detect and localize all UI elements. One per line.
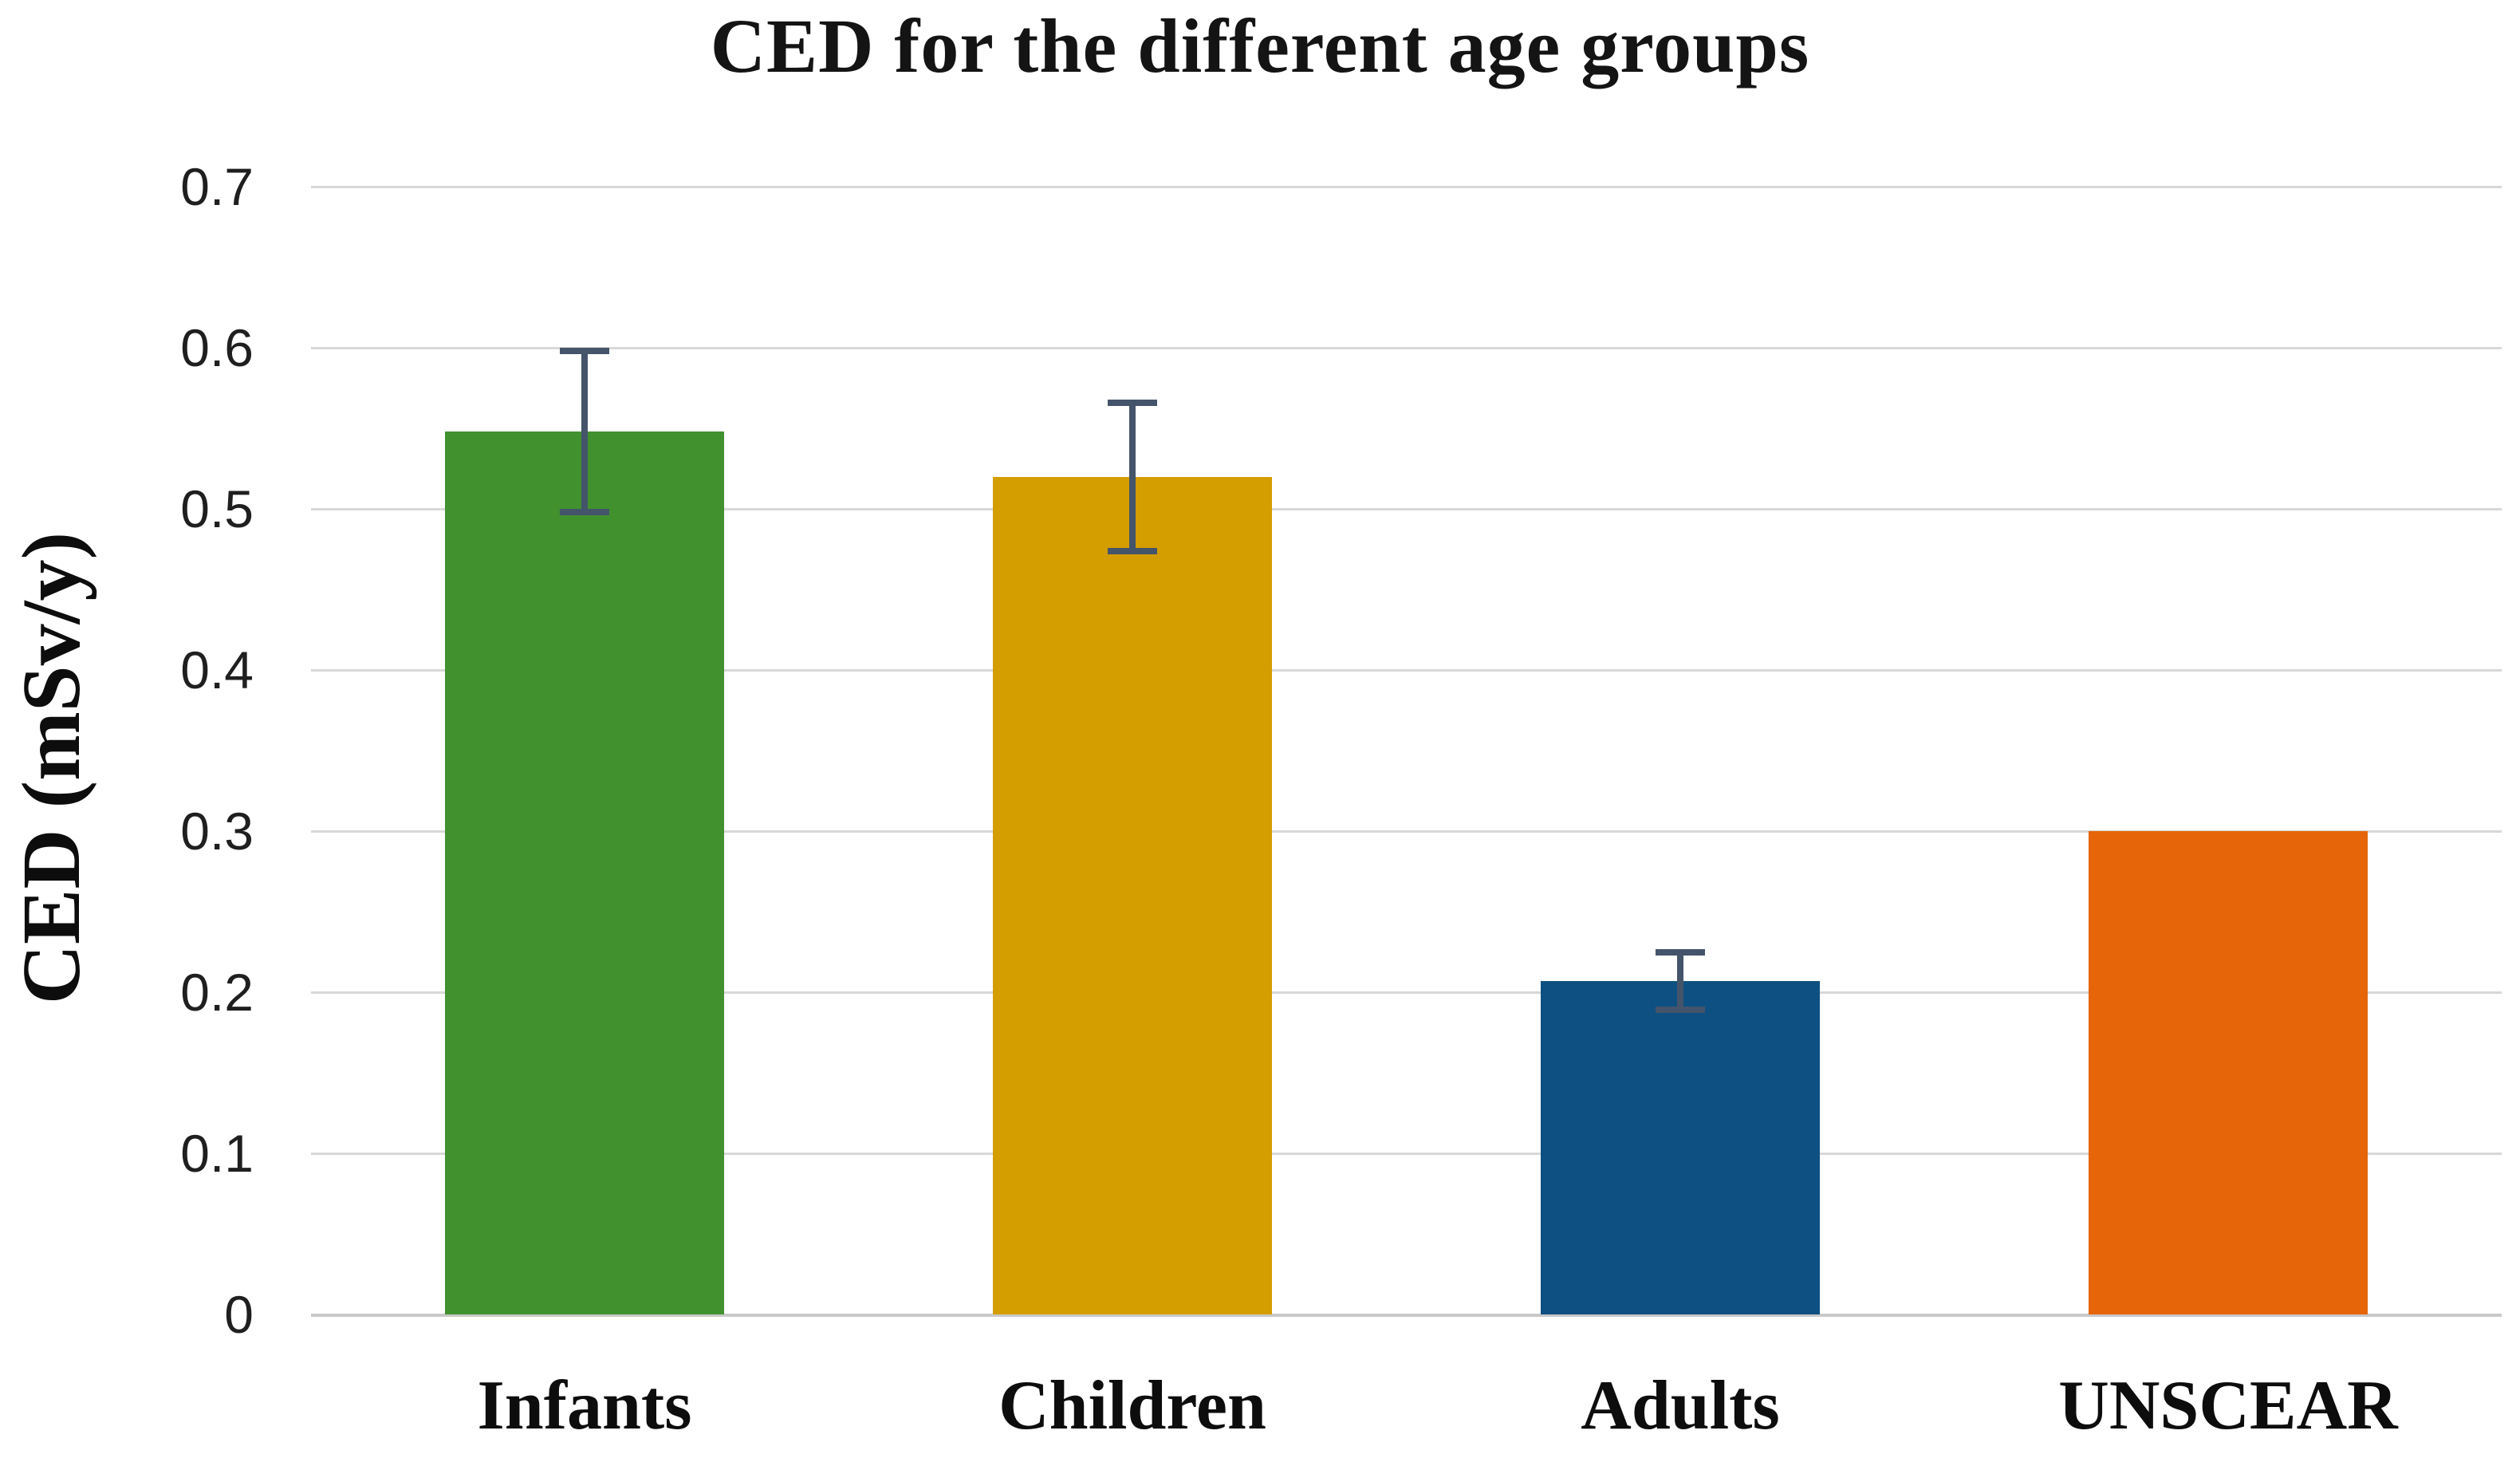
- error-bar-cap-bottom: [560, 509, 609, 515]
- y-tick-label: 0.3: [180, 802, 254, 861]
- y-tick-label: 0: [224, 1285, 254, 1344]
- y-tick-label: 0.5: [180, 479, 254, 538]
- x-axis-label-infants: Infants: [477, 1367, 692, 1444]
- gridline: [311, 347, 2502, 349]
- gridline: [311, 669, 2502, 672]
- y-tick-label: 0.1: [180, 1124, 254, 1183]
- y-tick-label: 0.6: [180, 318, 254, 377]
- x-axis-label-children: Children: [998, 1367, 1266, 1444]
- x-axis-label-unscear: UNSCEAR: [2058, 1367, 2398, 1444]
- y-tick-label: 0.7: [180, 157, 254, 216]
- bar-unscear: [2089, 831, 2368, 1314]
- y-tick-label: 0.2: [180, 963, 254, 1022]
- error-bar-cap-top: [560, 348, 609, 354]
- bar-children: [993, 477, 1272, 1314]
- error-bar-cap-top: [1108, 400, 1157, 406]
- gridline: [311, 830, 2502, 833]
- bar-infants: [445, 432, 724, 1314]
- gridline: [311, 186, 2502, 188]
- gridline: [311, 508, 2502, 510]
- chart-title: CED for the different age groups: [710, 3, 1810, 89]
- x-axis-label-adults: Adults: [1581, 1367, 1780, 1444]
- gridline: [311, 991, 2502, 994]
- y-tick-label: 0.4: [180, 640, 254, 699]
- gridline: [311, 1314, 2502, 1317]
- error-bar-whisker: [581, 351, 588, 512]
- error-bar-cap-bottom: [1656, 1007, 1705, 1013]
- y-axis-title: CED (mSv/y): [6, 531, 97, 1005]
- error-bar-cap-top: [1656, 949, 1705, 956]
- gridline: [311, 1153, 2502, 1155]
- error-bar-cap-bottom: [1108, 548, 1157, 554]
- error-bar-whisker: [1677, 952, 1683, 1011]
- error-bar-whisker: [1129, 403, 1136, 551]
- bar-adults: [1541, 981, 1820, 1314]
